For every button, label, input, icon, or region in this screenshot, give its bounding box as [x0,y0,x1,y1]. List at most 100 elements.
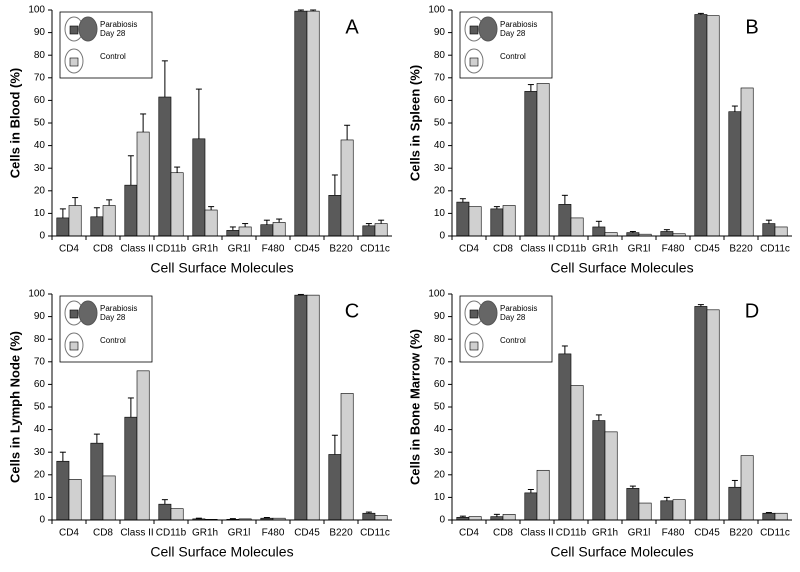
x-tick-label: GR1h [192,528,218,539]
bar [340,139,354,237]
bar [694,306,708,521]
bar [592,226,606,237]
x-tick-label: CD11c [760,244,790,255]
error-bar [93,433,100,444]
legend-icon [78,300,98,326]
y-tick-label: 80 [434,50,446,61]
error-bar [59,208,66,218]
error-bar [493,513,500,517]
y-tick-label: 30 [434,163,446,174]
legend-icon [478,16,498,42]
x-axis-title: Cell Surface Molecules [150,544,293,560]
error-bar [140,113,147,133]
legend-label-box: Parabiosis Day 28 [500,20,537,38]
bar [638,502,652,521]
y-tick-label: 50 [434,402,446,413]
y-tick-label: 70 [434,72,446,83]
x-tick-label: F480 [662,244,685,255]
legend-swatch [469,25,479,35]
x-tick-label: F480 [262,244,285,255]
bar [56,460,70,521]
bar [158,96,172,237]
error-bar [731,479,738,488]
bar [294,294,308,521]
bar [328,195,342,237]
x-tick-label: CD4 [459,244,479,255]
y-axis-title: Cells in Bone Marrow (%) [407,329,422,485]
y-tick-label: 30 [34,163,46,174]
bar [536,469,550,521]
x-tick-label: Class II [520,528,553,539]
bar [672,499,686,521]
bar [774,226,788,237]
bar [192,138,206,237]
y-tick-label: 70 [434,356,446,367]
y-tick-label: 10 [34,492,46,503]
x-tick-label: GR1l [228,528,251,539]
bar [294,10,308,237]
error-bar [331,434,338,455]
error-bar [297,9,304,12]
y-tick-label: 70 [34,72,46,83]
legend-swatch [69,57,79,67]
bar [604,232,618,237]
bar [102,205,116,237]
legend-label-box: Control [500,52,526,61]
x-tick-label: CD45 [694,528,720,539]
y-tick-label: 50 [34,402,46,413]
bar [362,225,376,237]
x-tick-label: CD4 [459,528,479,539]
error-bar [195,88,202,139]
y-tick-label: 90 [34,311,46,322]
y-tick-label: 20 [434,185,446,196]
x-tick-label: GR1h [592,528,618,539]
error-bar [161,499,168,505]
bar [340,393,354,521]
x-tick-label: CD11c [760,528,790,539]
y-tick-label: 80 [434,334,446,345]
y-tick-label: 90 [34,27,46,38]
bar [68,205,82,237]
x-tick-label: CD45 [294,528,320,539]
error-bar [229,518,236,520]
y-tick-label: 10 [34,208,46,219]
y-tick-label: 0 [39,231,45,242]
legend-label: Control [500,336,526,345]
y-tick-label: 50 [434,118,446,129]
error-bar [93,207,100,217]
y-tick-label: 90 [434,27,446,38]
bar [56,217,70,237]
bar [570,217,584,237]
legend-label: Control [100,52,126,61]
bar [558,204,572,237]
x-tick-label: Class II [120,528,153,539]
legend-label-box: Control [100,336,126,345]
y-tick-label: 0 [439,231,445,242]
y-tick-label: 0 [439,515,445,526]
error-bar [344,124,351,140]
bar [660,500,674,521]
bar [136,131,150,237]
bar [328,454,342,521]
y-tick-label: 0 [39,515,45,526]
x-tick-label: B220 [329,244,353,255]
y-tick-label: 60 [434,95,446,106]
bar [124,416,138,521]
error-bar [459,198,466,203]
y-axis-title: Cells in Spleen (%) [407,65,422,181]
x-tick-label: CD8 [93,244,113,255]
bar [694,14,708,237]
y-tick-label: 80 [34,334,46,345]
y-tick-label: 60 [34,379,46,390]
bar [570,385,584,521]
x-tick-label: GR1h [192,244,218,255]
legend-swatch [469,341,479,351]
y-tick-label: 40 [434,424,446,435]
bar [226,230,240,237]
bar [306,10,320,237]
x-tick-label: CD8 [493,528,513,539]
error-bar [161,60,168,98]
legend-icon [78,16,98,42]
error-bar [731,105,738,112]
